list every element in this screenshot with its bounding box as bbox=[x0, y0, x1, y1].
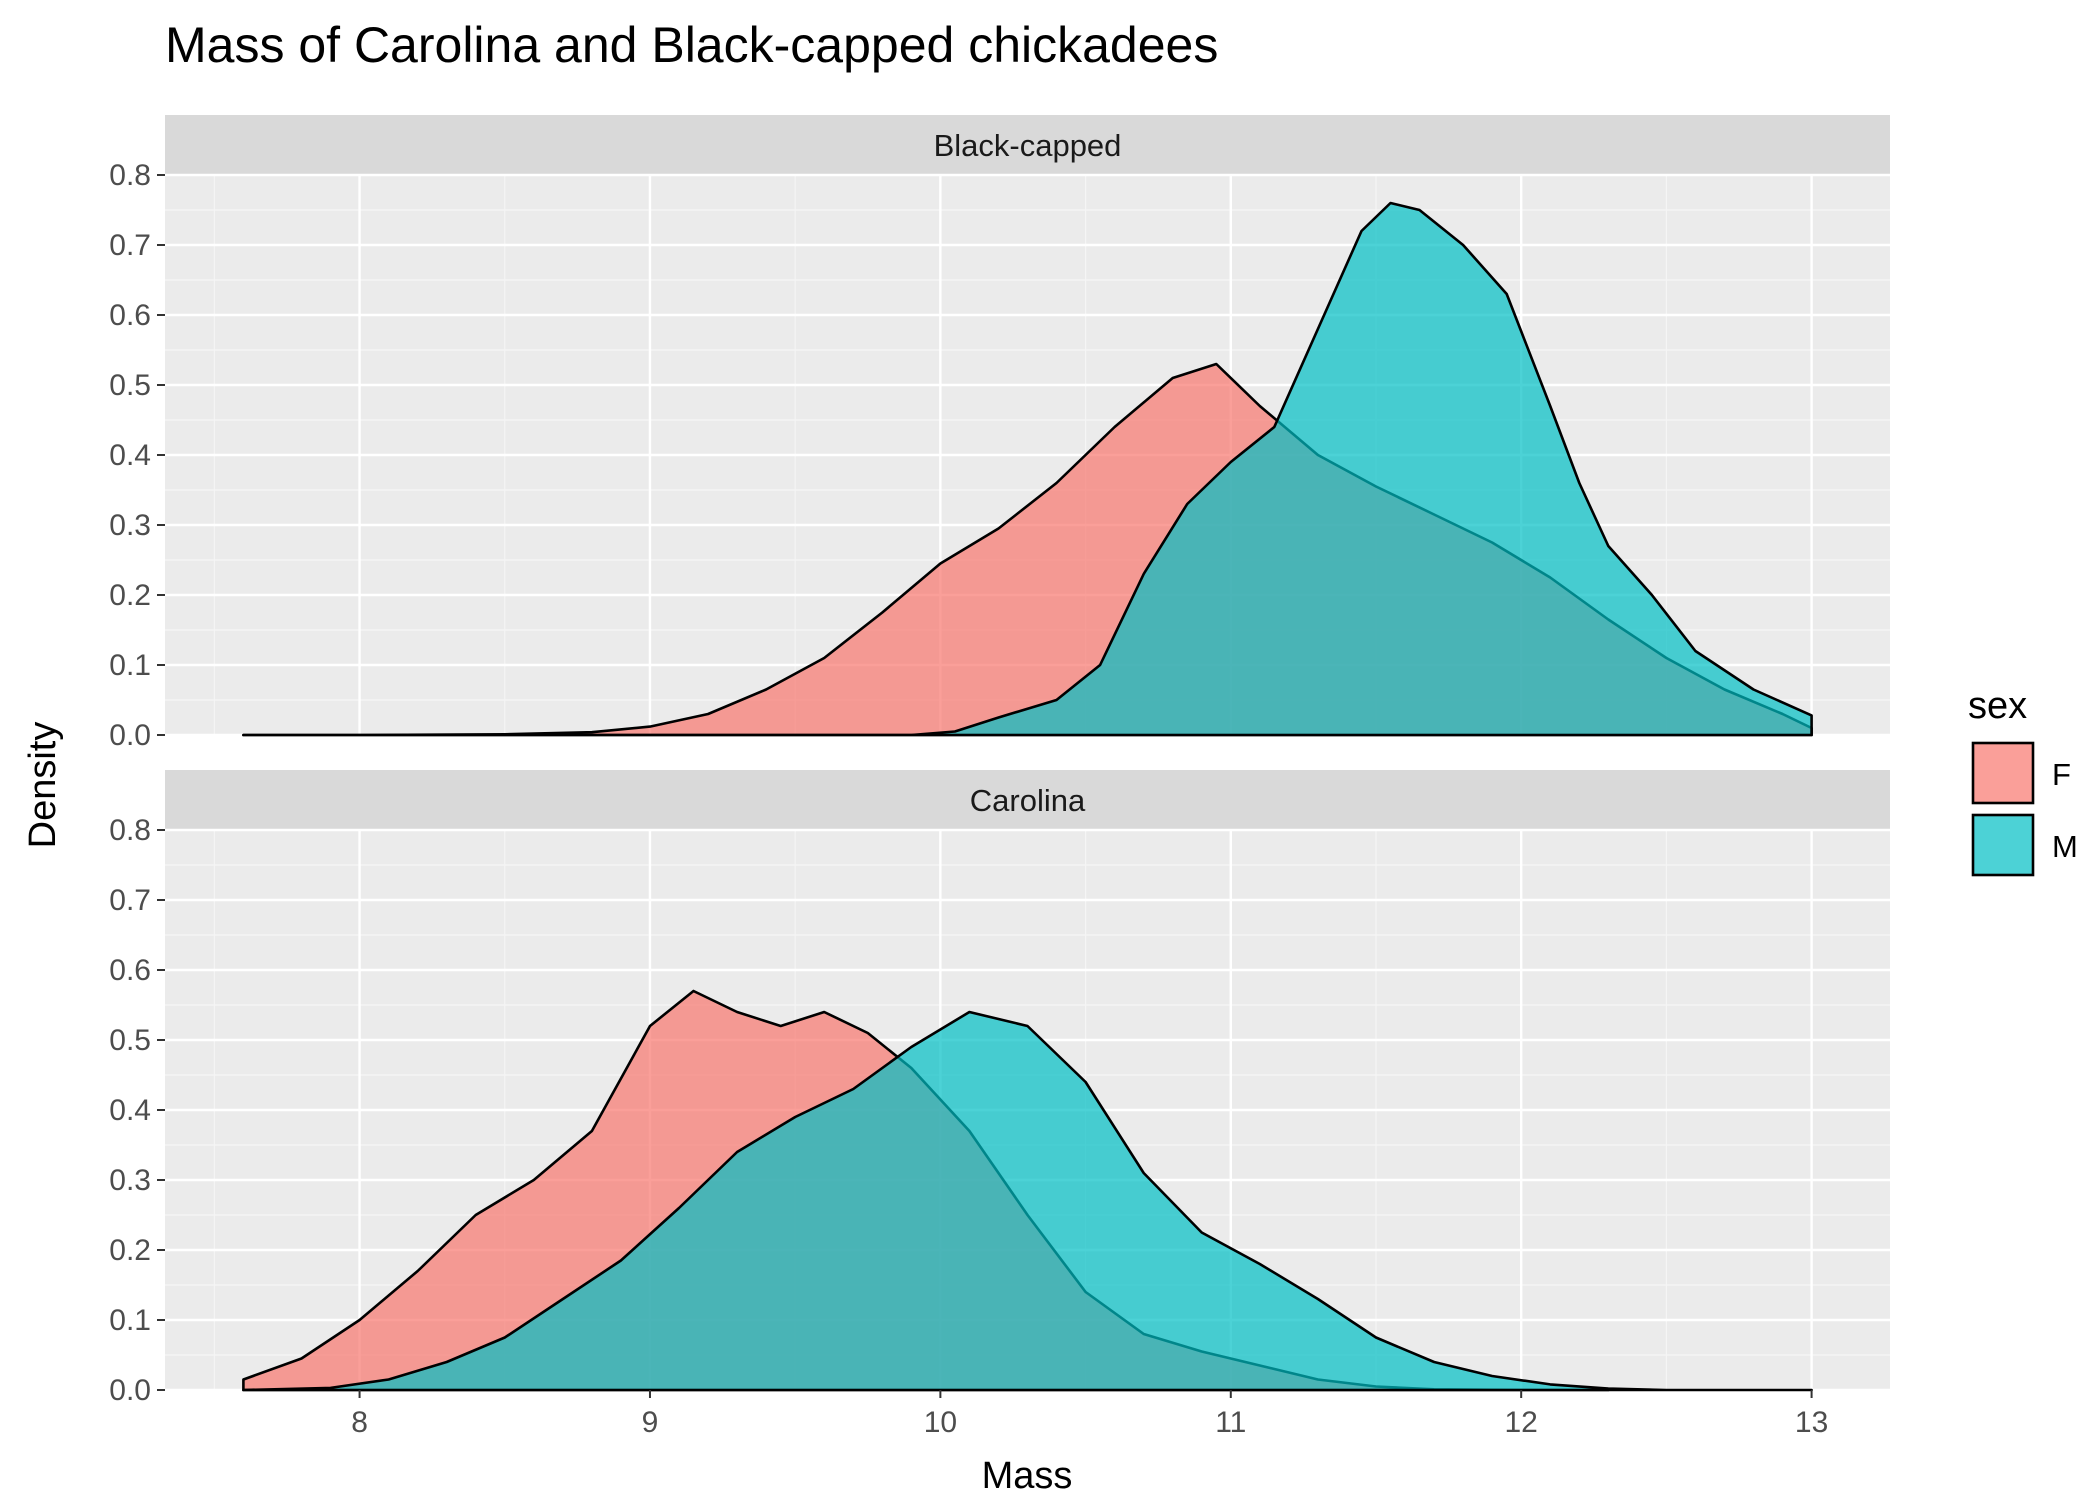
facet-strip bbox=[165, 115, 1890, 175]
y-tick-label: 0.6 bbox=[109, 954, 151, 987]
legend-label: M bbox=[2052, 829, 2078, 864]
x-axis-title: Mass bbox=[982, 1455, 1073, 1497]
x-tick-label: 13 bbox=[1795, 1406, 1828, 1439]
x-tick-label: 10 bbox=[924, 1406, 957, 1439]
y-tick-label: 0.1 bbox=[109, 649, 151, 682]
density-area-M bbox=[242, 1010, 1813, 1392]
y-tick-label: 0.0 bbox=[109, 719, 151, 752]
y-tick-label: 0.3 bbox=[109, 1164, 151, 1197]
y-tick-label: 0.4 bbox=[109, 439, 151, 472]
facet-panel: Carolina 0.0 0.1 0.2 0.3 0.4 0.5 0.6 0.7 0.8 bbox=[109, 770, 1890, 1407]
y-tick-label: 0.2 bbox=[109, 1234, 151, 1267]
x-tick-label: 8 bbox=[351, 1406, 368, 1439]
legend-label: F bbox=[2052, 757, 2071, 792]
y-tick-label: 0.3 bbox=[109, 509, 151, 542]
facet-strip-label: Carolina bbox=[970, 783, 1086, 818]
facet-strip-label: Black-capped bbox=[934, 128, 1122, 163]
y-tick-label: 0.8 bbox=[109, 159, 151, 192]
legend: sex F M bbox=[1968, 685, 2078, 878]
legend-key-M bbox=[1971, 813, 2035, 877]
y-axis-title: Density bbox=[22, 722, 64, 849]
x-tick-label: 11 bbox=[1215, 1406, 1246, 1439]
facet-strip bbox=[165, 770, 1890, 830]
legend-key-F bbox=[1971, 741, 2035, 805]
y-tick-label: 0.5 bbox=[109, 1024, 151, 1057]
y-tick-label: 0.7 bbox=[109, 229, 151, 262]
y-tick-label: 0.0 bbox=[109, 1374, 151, 1407]
facet-panels: Black-capped0.00.10.20.30.40.50.60.70.8C… bbox=[109, 115, 1890, 1407]
x-tick-label: 12 bbox=[1504, 1406, 1537, 1439]
facet-panel: Black-capped 0.0 0.1 0.2 0.3 0.4 0.5 0.6 0.7 0.8 bbox=[109, 115, 1890, 752]
density-area-M bbox=[242, 201, 1813, 737]
y-tick-label: 0.7 bbox=[109, 884, 151, 917]
chart-title: Mass of Carolina and Black-capped chicka… bbox=[165, 17, 1218, 73]
y-tick-label: 0.2 bbox=[109, 579, 151, 612]
y-tick-label: 0.8 bbox=[109, 814, 151, 847]
x-axis: 8 9 10 11 12 13 bbox=[351, 1390, 1828, 1439]
y-tick-label: 0.5 bbox=[109, 369, 151, 402]
y-tick-label: 0.6 bbox=[109, 299, 151, 332]
x-tick-label: 9 bbox=[642, 1406, 659, 1439]
y-tick-label: 0.4 bbox=[109, 1094, 151, 1127]
y-tick-label: 0.1 bbox=[109, 1304, 151, 1337]
legend-title: sex bbox=[1968, 685, 2027, 727]
